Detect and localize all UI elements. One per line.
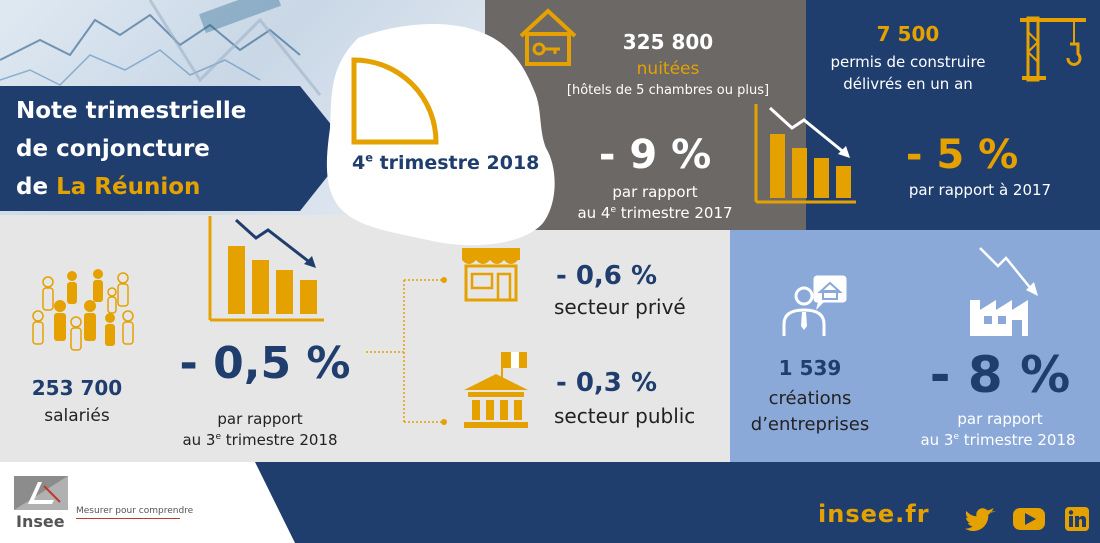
private-sector-label: secteur privé <box>554 295 686 319</box>
insee-logo-text: Insee <box>16 512 65 531</box>
twitter-icon[interactable] <box>964 506 996 532</box>
region-name: La Réunion <box>56 174 201 200</box>
tourism-compare-line1: par rapport <box>612 183 698 201</box>
reunion-island-shape <box>326 23 555 246</box>
employment-compare-line1: par rapport <box>217 410 303 428</box>
construction-value: 7 500 <box>876 22 940 46</box>
private-sector-change: - 0,6 % <box>556 261 658 291</box>
tourism-value: 325 800 <box>622 30 714 54</box>
crane-icon <box>1020 16 1086 82</box>
tagline-underline <box>76 518 180 519</box>
business-compare-line2: au 3e trimestre 2018 <box>920 431 1076 449</box>
people-group-icon <box>32 269 134 351</box>
declining-bar-chart-icon <box>208 216 324 322</box>
shop-icon <box>462 248 520 302</box>
page-title-line1: Note trimestrielle <box>16 98 247 124</box>
employment-change: - 0,5 % <box>179 338 351 389</box>
linkedin-icon[interactable] <box>1064 506 1090 532</box>
footer-logo-area <box>0 462 295 543</box>
quarter-circle-icon <box>351 57 439 145</box>
tourism-compare-line2: au 4e trimestre 2017 <box>577 204 733 222</box>
tourism-note: [hôtels de 5 chambres ou plus] <box>566 83 770 98</box>
employment-compare-line2: au 3e trimestre 2018 <box>182 431 338 449</box>
business-value: 1 539 <box>778 356 842 380</box>
insee-tagline: Mesurer pour comprendre <box>76 506 194 516</box>
factory-icon <box>970 247 1038 336</box>
entrepreneur-icon <box>782 275 847 336</box>
tourism-change: - 9 % <box>598 132 712 178</box>
youtube-icon[interactable] <box>1012 506 1046 532</box>
quarter-label: 4e trimestre 2018 <box>352 150 540 174</box>
tourism-unit: nuitées <box>636 59 700 79</box>
insee-logo-mark <box>14 476 68 510</box>
sector-connector <box>366 277 447 425</box>
public-sector-label: secteur public <box>554 404 696 428</box>
construction-label-line1: permis de construire <box>830 53 986 71</box>
business-panel <box>730 230 1100 462</box>
public-sector-change: - 0,3 % <box>556 368 658 398</box>
business-change: - 8 % <box>929 346 1071 404</box>
government-building-icon <box>464 352 528 428</box>
page-title-line3: de La Réunion <box>16 174 201 200</box>
construction-panel <box>806 0 1100 230</box>
page-title-line2: de conjoncture <box>16 136 210 162</box>
house-key-icon <box>519 8 577 66</box>
stock-chart-decoration <box>0 0 322 96</box>
construction-label-line2: délivrés en un an <box>843 75 973 93</box>
declining-bar-chart-icon <box>754 104 856 204</box>
employment-label: salariés <box>44 406 110 426</box>
business-label-line1: créations <box>768 388 852 409</box>
employment-value: 253 700 <box>31 376 123 400</box>
business-compare-line1: par rapport <box>957 410 1043 428</box>
business-label-line2: d’entreprises <box>750 414 870 435</box>
construction-compare: par rapport à 2017 <box>908 181 1052 199</box>
title-banner <box>0 86 350 211</box>
construction-change: - 5 % <box>905 132 1019 178</box>
site-link[interactable]: insee.fr <box>818 500 930 528</box>
